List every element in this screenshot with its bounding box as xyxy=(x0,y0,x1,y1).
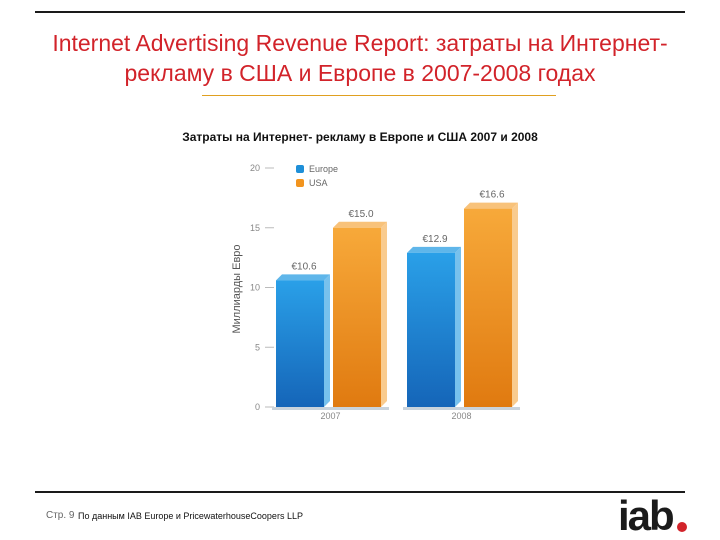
bar-side xyxy=(381,221,387,407)
chart-title: Затраты на Интернет- рекламу в Европе и … xyxy=(182,130,538,144)
bar-usa-2007 xyxy=(333,227,381,407)
bar-side xyxy=(324,274,330,407)
data-label: €10.6 xyxy=(291,261,316,272)
page-number: Стр. 9 xyxy=(46,510,75,521)
bar-europe-2008 xyxy=(407,252,455,407)
bar-usa-2008 xyxy=(464,208,512,407)
logo-dot xyxy=(677,522,687,532)
legend-label-europe: Europe xyxy=(309,164,338,174)
data-label: €15.0 xyxy=(348,209,373,220)
legend-swatch-usa xyxy=(296,179,304,187)
bar-top xyxy=(333,221,387,228)
y-tick-label: 5 xyxy=(255,342,260,352)
y-tick-label: 0 xyxy=(255,402,260,412)
data-label: €16.6 xyxy=(479,190,504,201)
title-underline xyxy=(202,95,556,96)
bar-top xyxy=(276,274,330,281)
iab-logo: iab xyxy=(618,492,675,539)
legend-label-usa: USA xyxy=(309,178,328,188)
x-tick-label: 2007 xyxy=(320,411,340,421)
data-label: €12.9 xyxy=(422,234,447,245)
y-axis-label: Миллиарды Евро xyxy=(231,244,243,333)
y-tick-label: 10 xyxy=(250,283,260,293)
bar-top xyxy=(407,246,461,253)
bar-side xyxy=(512,202,518,407)
bar-europe-2007 xyxy=(276,280,324,407)
x-tick-label: 2008 xyxy=(451,411,471,421)
bar-side xyxy=(455,246,461,407)
y-tick-label: 20 xyxy=(250,163,260,173)
bottom-rule xyxy=(35,491,685,493)
y-tick-label: 15 xyxy=(250,223,260,233)
bar-top xyxy=(464,202,518,209)
legend-swatch-europe xyxy=(296,165,304,173)
group-base xyxy=(403,407,520,410)
top-rule xyxy=(35,11,685,13)
group-base xyxy=(272,407,389,410)
source-note: По данным IAB Europe и PricewaterhouseCo… xyxy=(78,511,303,521)
slide-title: Internet Advertising Revenue Report: зат… xyxy=(52,30,668,86)
